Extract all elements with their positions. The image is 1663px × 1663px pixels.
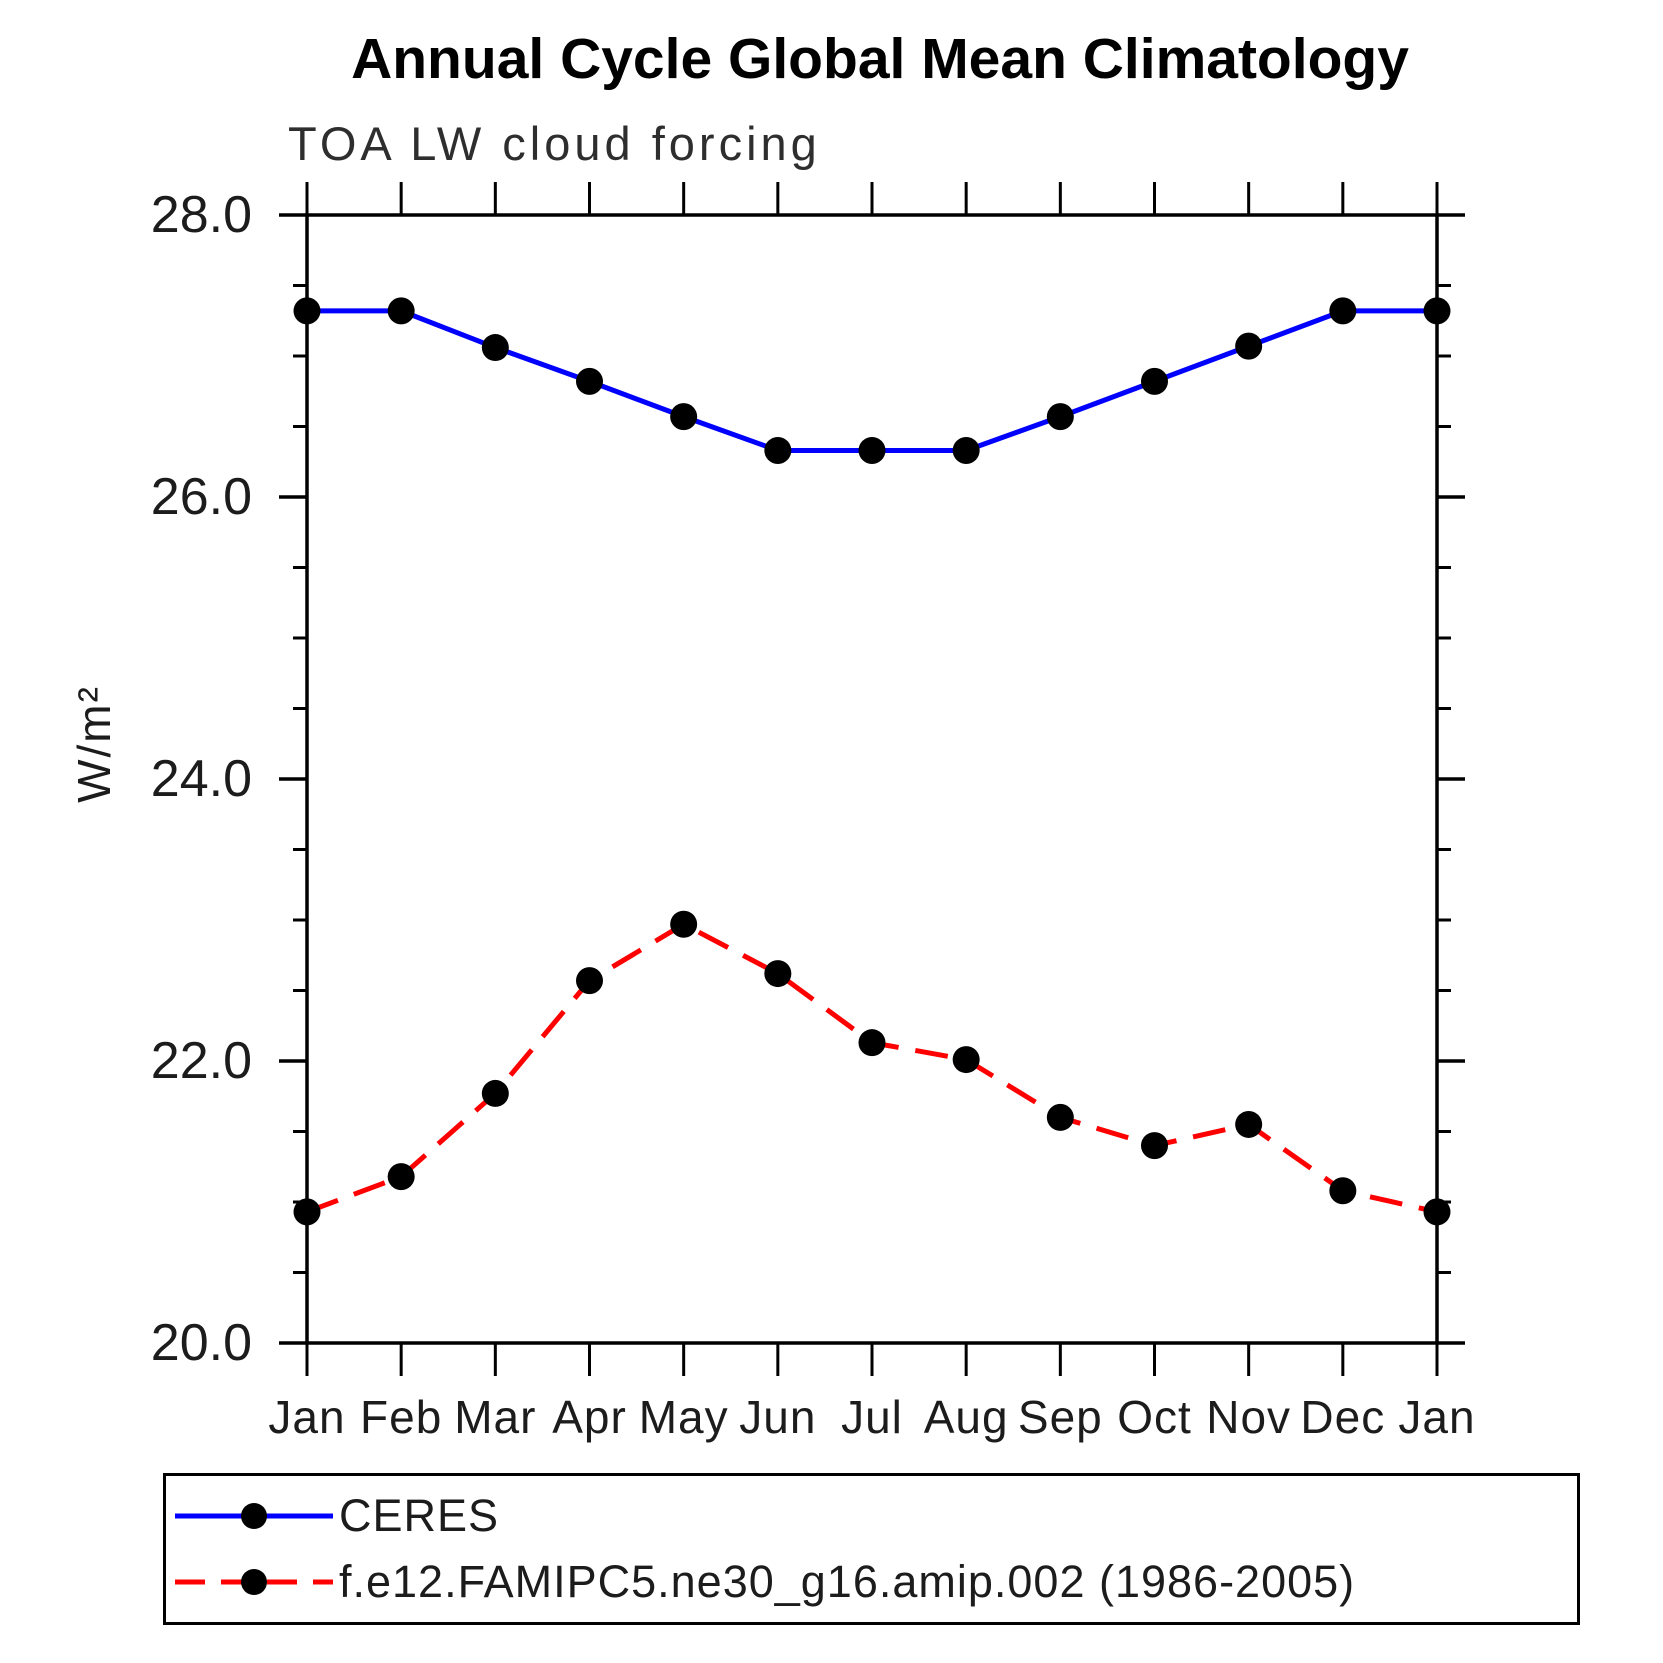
data-point-marker — [1423, 1198, 1451, 1226]
x-tick-label: Apr — [552, 1391, 627, 1443]
x-tick-label: Jan — [1398, 1391, 1475, 1443]
plot-frame — [305, 213, 1439, 1345]
data-point-marker — [670, 910, 698, 938]
data-point-marker — [764, 960, 792, 988]
data-point-marker — [1235, 1110, 1263, 1138]
data-point-marker — [481, 1079, 509, 1107]
x-tick-label: Feb — [360, 1391, 442, 1443]
data-point-marker — [387, 1163, 415, 1191]
data-point-marker — [1046, 1103, 1074, 1131]
legend-entry-model: f.e12.FAMIPC5.ne30_g16.amip.002 (1986-20… — [173, 1552, 1355, 1612]
y-tick-label: 22.0 — [151, 1032, 252, 1090]
legend-swatch-dashed-line — [175, 1569, 333, 1595]
data-point-marker — [293, 1198, 321, 1226]
legend-label-model: f.e12.FAMIPC5.ne30_g16.amip.002 (1986-20… — [339, 1556, 1356, 1607]
legend-marker-dot — [241, 1569, 267, 1595]
y-tick-label: 24.0 — [151, 750, 252, 808]
data-point-marker — [387, 297, 415, 325]
x-tick-label: Sep — [1018, 1391, 1103, 1443]
x-tick-label: Jun — [739, 1391, 816, 1443]
y-tick-label: 26.0 — [151, 468, 252, 526]
x-tick-label: Jul — [841, 1391, 903, 1443]
data-point-marker — [858, 1029, 886, 1057]
y-tick-label: 28.0 — [151, 186, 252, 244]
legend-label-ceres: CERES — [339, 1490, 500, 1541]
x-tick-label: Nov — [1206, 1391, 1291, 1443]
x-tick-label: Jan — [268, 1391, 345, 1443]
data-point-marker — [1141, 1132, 1168, 1160]
data-point-marker — [670, 403, 698, 431]
data-point-marker — [1046, 403, 1074, 431]
data-point-marker — [481, 334, 509, 362]
data-point-marker — [1235, 332, 1263, 360]
series-line-ceres — [307, 308, 1437, 453]
legend: CERES f.e12.FAMIPC5.ne30_g16.amip.002 (1… — [163, 1473, 1580, 1625]
data-point-marker — [1329, 1177, 1357, 1205]
series-line-model — [306, 921, 1438, 1215]
x-tick-label: May — [639, 1391, 729, 1443]
data-point-marker — [952, 1046, 980, 1074]
x-tick-label: Oct — [1117, 1391, 1192, 1443]
data-point-marker — [1329, 297, 1357, 325]
data-point-marker — [1423, 297, 1451, 325]
legend-marker-dot — [241, 1503, 267, 1529]
data-point-marker — [576, 967, 603, 995]
legend-entry-ceres: CERES — [173, 1486, 499, 1546]
legend-swatch-solid-line — [175, 1503, 333, 1529]
chart-title: Annual Cycle Global Mean Climatology — [351, 27, 1409, 91]
y-tick-label: 20.0 — [151, 1314, 252, 1372]
x-tick-label: Mar — [454, 1391, 536, 1443]
data-point-marker — [764, 436, 792, 464]
data-point-marker — [293, 297, 321, 325]
data-point-marker — [1141, 367, 1168, 395]
data-point-marker — [858, 436, 886, 464]
chart-subtitle: TOA LW cloud forcing — [288, 117, 821, 170]
x-tick-label: Dec — [1300, 1391, 1385, 1443]
data-point-marker — [952, 436, 980, 464]
x-tick-label: Aug — [924, 1391, 1009, 1443]
data-point-marker — [576, 367, 603, 395]
